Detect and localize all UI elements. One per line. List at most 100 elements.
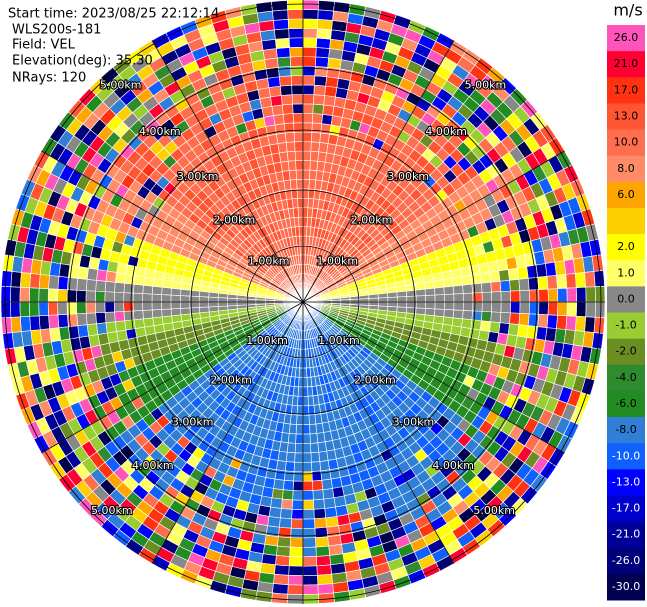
range-gate bbox=[68, 264, 80, 279]
range-gate bbox=[307, 386, 314, 397]
colorbar-label: 13.0 bbox=[614, 109, 639, 122]
range-gate bbox=[19, 272, 32, 288]
range-gate bbox=[368, 297, 379, 303]
range-gate bbox=[208, 306, 219, 313]
range-gate bbox=[283, 122, 295, 134]
range-gate bbox=[123, 301, 134, 312]
range-gate bbox=[302, 593, 320, 605]
range-gate bbox=[302, 56, 317, 67]
range-gate bbox=[453, 301, 464, 311]
range-gate bbox=[387, 291, 398, 298]
range-gate bbox=[308, 414, 317, 425]
range-gate bbox=[289, 56, 304, 67]
range-gate bbox=[349, 298, 360, 303]
range-gate bbox=[316, 28, 332, 40]
range-gate bbox=[57, 301, 68, 316]
colorbar-label: -26.0 bbox=[612, 554, 640, 567]
range-gate bbox=[396, 290, 407, 298]
range-gate bbox=[499, 279, 511, 292]
range-gate bbox=[302, 490, 314, 501]
range-gate bbox=[415, 288, 426, 297]
range-gate bbox=[161, 315, 173, 325]
range-gate bbox=[537, 314, 549, 328]
range-gate bbox=[282, 480, 294, 491]
range-gate bbox=[85, 290, 96, 303]
range-gate bbox=[161, 286, 172, 296]
range-gate bbox=[491, 291, 502, 303]
range-gate bbox=[29, 315, 41, 331]
colorbar-label: -21.0 bbox=[612, 528, 640, 541]
range-gate bbox=[123, 282, 135, 294]
range-gate bbox=[227, 301, 238, 307]
range-gate bbox=[315, 545, 330, 557]
colorbar-unit: m/s bbox=[613, 1, 642, 20]
range-gate bbox=[326, 525, 341, 537]
range-gate bbox=[302, 424, 311, 435]
range-gate bbox=[462, 310, 473, 321]
range-gate bbox=[313, 498, 326, 510]
range-gate bbox=[104, 301, 115, 313]
range-gate bbox=[557, 301, 568, 317]
range-gate bbox=[217, 301, 228, 307]
range-gate bbox=[459, 266, 472, 278]
range-gate bbox=[547, 288, 559, 303]
range-gate bbox=[387, 301, 398, 308]
range-gate bbox=[316, 555, 331, 567]
range-gate bbox=[302, 386, 309, 397]
range-gate bbox=[313, 94, 326, 106]
range-gate bbox=[268, 85, 282, 98]
range-gate bbox=[292, 207, 299, 218]
range-gate bbox=[95, 312, 107, 325]
range-gate bbox=[280, 160, 290, 172]
range-gate bbox=[38, 301, 49, 317]
range-gate bbox=[291, 84, 304, 95]
colorbar-label: 17.0 bbox=[614, 83, 639, 96]
range-label: 4.00km bbox=[139, 125, 181, 138]
range-gate bbox=[527, 313, 539, 327]
colorbar-label: -17.0 bbox=[612, 502, 640, 515]
elevation: Elevation(deg): 35.30 bbox=[12, 54, 153, 69]
range-gate bbox=[442, 278, 454, 288]
range-gate bbox=[19, 286, 31, 303]
colorbar-label: 10.0 bbox=[614, 136, 639, 149]
range-gate bbox=[57, 288, 68, 303]
range-gate bbox=[302, 565, 318, 576]
range-gate bbox=[434, 308, 445, 318]
range-gate bbox=[66, 289, 78, 303]
range-label: 4.00km bbox=[425, 125, 467, 138]
range-gate bbox=[113, 301, 125, 313]
range-gate bbox=[575, 301, 587, 318]
range-gate bbox=[95, 279, 107, 292]
range-gate bbox=[113, 291, 125, 303]
range-gate bbox=[314, 75, 328, 87]
range-gate bbox=[320, 469, 332, 481]
range-gate bbox=[302, 65, 316, 77]
range-gate bbox=[299, 245, 304, 256]
range-gate bbox=[292, 490, 304, 501]
range-gate bbox=[76, 289, 87, 303]
range-gate bbox=[287, 574, 304, 586]
range-gate bbox=[291, 198, 299, 209]
range-gate bbox=[280, 94, 293, 106]
range-gate bbox=[123, 310, 135, 322]
range-gate bbox=[291, 499, 304, 510]
range-gate bbox=[276, 47, 291, 59]
range-gate bbox=[302, 471, 313, 482]
range-gate bbox=[302, 169, 311, 180]
range-gate bbox=[38, 287, 49, 303]
range-gate bbox=[594, 301, 606, 319]
range-gate bbox=[294, 141, 304, 152]
range-gate bbox=[170, 294, 181, 303]
range-gate bbox=[415, 295, 426, 303]
range-gate bbox=[302, 377, 308, 388]
range-gate bbox=[461, 275, 473, 286]
range-gate bbox=[10, 271, 22, 288]
range-gate bbox=[526, 325, 538, 340]
range-gate bbox=[288, 28, 304, 39]
range-label: 4.00km bbox=[432, 459, 474, 472]
range-gate bbox=[274, 123, 286, 135]
range-gate bbox=[286, 150, 296, 162]
nrays: NRays: 120 bbox=[12, 71, 86, 86]
range-gate bbox=[479, 272, 492, 284]
colorbar-label: -10.0 bbox=[612, 449, 640, 462]
